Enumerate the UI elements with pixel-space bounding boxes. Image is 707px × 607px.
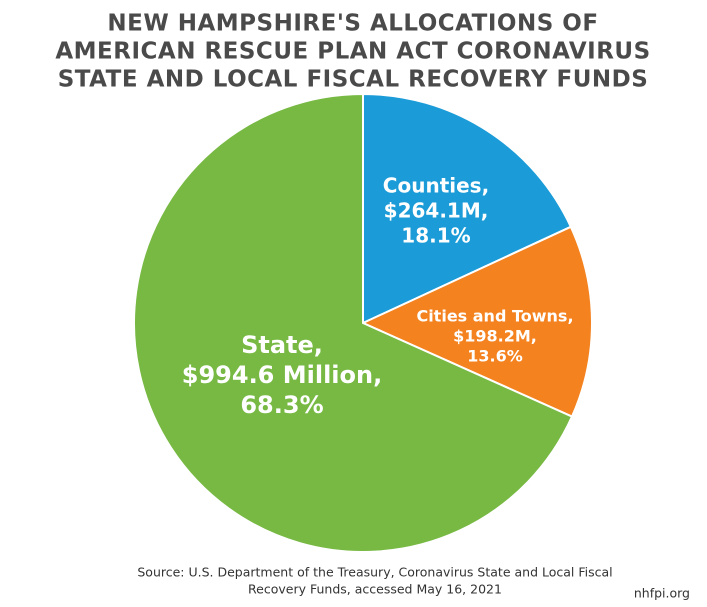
- slice-label: State,: [241, 331, 323, 359]
- pie: [133, 92, 593, 553]
- chart-title: STATE AND LOCAL FISCAL RECOVERY FUNDS: [58, 67, 649, 93]
- slice-label: Cities and Towns,: [416, 307, 573, 326]
- pie-slice: [362, 92, 573, 325]
- pie-slice: [133, 92, 574, 553]
- chart-title: AMERICAN RESCUE PLAN ACT CORONAVIRUS: [55, 39, 650, 65]
- credit: nhfpi.org: [634, 586, 690, 601]
- source: Source: U.S. Department of the Treasury,…: [137, 565, 612, 580]
- slice-amount: $198.2M,: [453, 327, 537, 346]
- chart-title: NEW HAMPSHIRE'S ALLOCATIONS OF: [107, 11, 598, 37]
- slice-value: 13.6%: [467, 347, 523, 366]
- slice-value: 18.1%: [401, 224, 470, 248]
- source: Recovery Funds, accessed May 16, 2021: [248, 582, 502, 597]
- pie-slice: [360, 225, 593, 418]
- slice-amount: $264.1M,: [384, 199, 489, 223]
- slice-label: Counties,: [383, 174, 489, 198]
- slice-amount: $994.6 Million,: [182, 361, 382, 389]
- slice-value: 68.3%: [240, 391, 323, 419]
